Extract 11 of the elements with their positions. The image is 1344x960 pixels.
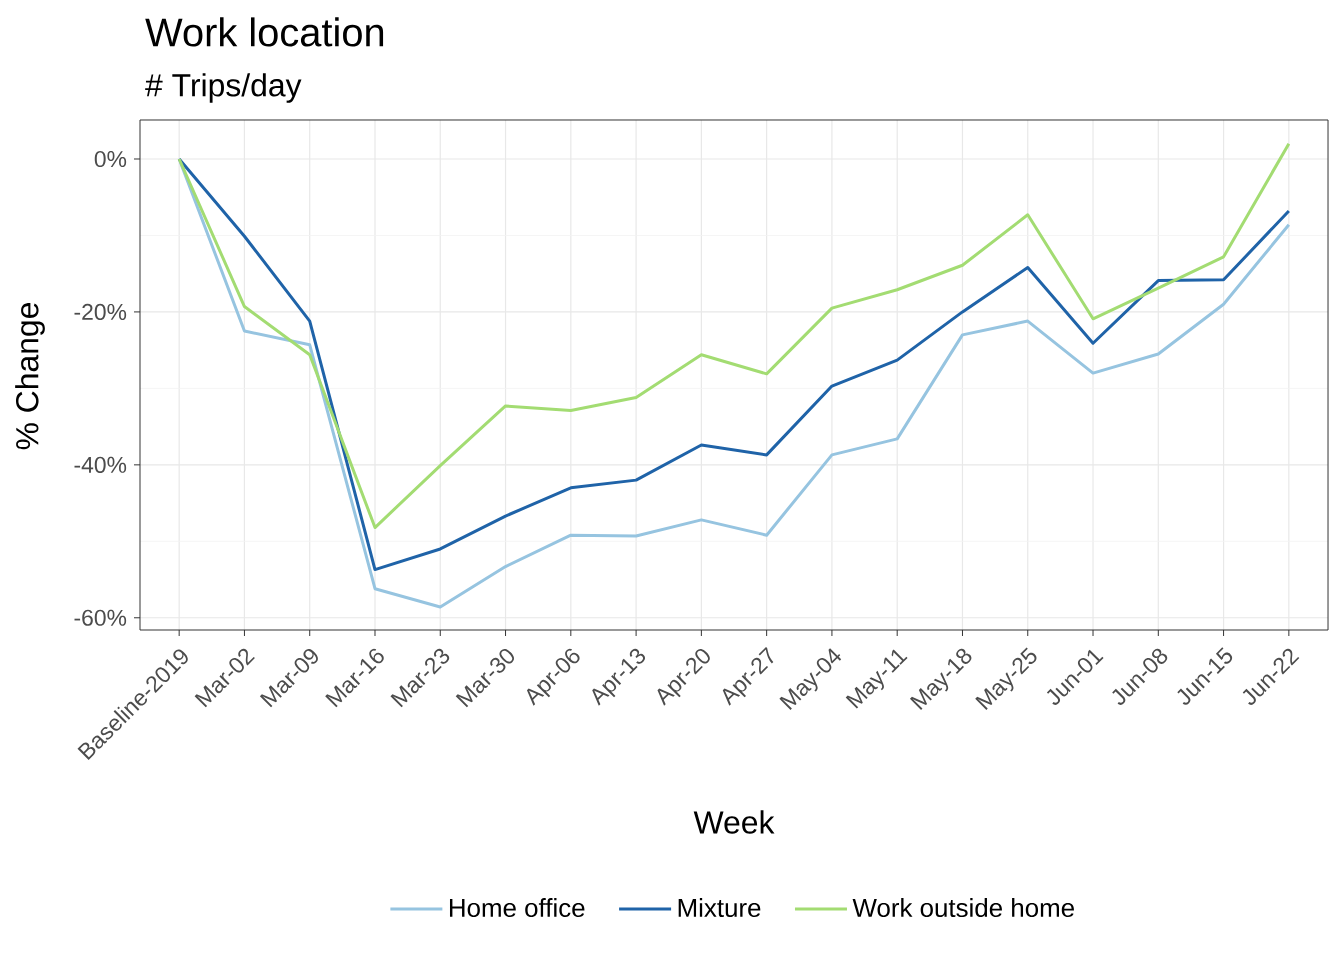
y-tick-label: 0%	[94, 150, 127, 168]
legend-label: Work outside home	[852, 898, 1074, 918]
legend-label: Home office	[449, 898, 585, 918]
chart-subtitle: # Trips/day	[145, 73, 302, 103]
y-tick-label: -60%	[74, 609, 127, 626]
chart-title: Work location	[145, 17, 384, 47]
y-axis-title: % Change	[15, 303, 45, 450]
y-tick-label: -20%	[74, 303, 127, 321]
x-axis-title: Week	[693, 810, 775, 834]
legend-label: Mixture	[678, 898, 761, 918]
y-tick-label: -40%	[74, 456, 127, 473]
